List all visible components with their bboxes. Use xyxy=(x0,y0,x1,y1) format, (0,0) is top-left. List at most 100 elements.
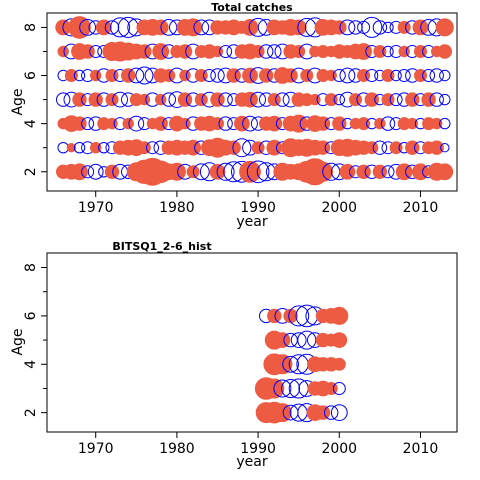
panel-total-catches: Total catches 1970 1980 1990 2000 2010 2468 … xyxy=(10,1,458,230)
bubble-negative xyxy=(332,116,347,131)
bubble-positive xyxy=(104,20,120,35)
bubble-layer xyxy=(254,304,349,424)
bubble-negative xyxy=(211,117,224,131)
x-tick-label: 1990 xyxy=(240,200,276,216)
bubble-positive xyxy=(330,404,348,422)
y-axis: 2 4 6 8 xyxy=(23,23,47,176)
bubble-positive xyxy=(73,69,86,82)
x-tick-label: 1980 xyxy=(159,441,195,457)
bubble-negative xyxy=(64,69,78,82)
bubble-positive xyxy=(429,68,444,83)
bubble-negative xyxy=(397,20,411,34)
bubble-negative xyxy=(324,93,338,107)
bubble-negative xyxy=(104,164,120,180)
bubble-positive xyxy=(281,379,301,398)
x-axis-label: year xyxy=(236,454,267,470)
bubble-negative xyxy=(283,308,298,324)
x-tick-label: 2000 xyxy=(321,200,357,216)
bubble-negative xyxy=(406,117,418,130)
bubble-positive xyxy=(73,142,86,154)
bubble-negative xyxy=(267,308,282,324)
bubble-negative xyxy=(177,44,193,59)
panel-title: Total catches xyxy=(211,1,293,14)
bubble-negative xyxy=(365,141,379,155)
bubble-positive xyxy=(439,93,451,106)
y-tick-label: 2 xyxy=(23,167,39,176)
bubble-positive xyxy=(250,91,267,108)
bubble-negative xyxy=(373,45,387,58)
bubble-negative xyxy=(234,115,250,132)
bubble-negative xyxy=(381,69,395,82)
bubble-positive xyxy=(128,67,145,84)
bubble-negative xyxy=(95,19,112,36)
bubble-negative xyxy=(349,93,362,107)
bubble-positive xyxy=(440,143,450,153)
bubble-positive xyxy=(267,44,282,59)
bubble-positive xyxy=(361,16,383,38)
bubble-negative xyxy=(179,69,191,82)
bubble-negative xyxy=(290,19,307,36)
bubble-negative xyxy=(357,117,371,131)
bubble-positive xyxy=(259,44,274,59)
x-tick-label: 1970 xyxy=(78,441,114,457)
bubble-positive xyxy=(135,66,154,85)
bubble-positive xyxy=(87,163,104,180)
bubble-negative xyxy=(332,357,346,371)
bubble-positive xyxy=(439,69,451,82)
bubble-positive xyxy=(128,115,145,132)
x-tick-label: 2010 xyxy=(403,200,439,216)
bubble-positive xyxy=(216,162,235,181)
plot-frame xyxy=(46,12,458,192)
bubble-negative xyxy=(267,93,281,107)
bubble-negative xyxy=(364,92,379,107)
bubble-positive xyxy=(295,304,319,328)
bubble-negative xyxy=(121,68,136,83)
y-tick-label: 8 xyxy=(23,23,39,32)
bubble-positive xyxy=(242,115,258,132)
bubble-negative xyxy=(315,405,331,420)
bubble-negative xyxy=(138,93,151,106)
y-axis-label: Age xyxy=(10,328,26,355)
bubble-positive xyxy=(339,67,356,84)
bubble-positive xyxy=(192,163,210,181)
bubble-positive xyxy=(339,19,356,36)
y-tick-label: 4 xyxy=(23,119,39,128)
bubble-positive xyxy=(397,69,411,82)
y-tick-label: 6 xyxy=(23,311,39,320)
bubble-negative xyxy=(429,140,444,155)
bubble-negative xyxy=(421,92,436,107)
x-tick-label: 2010 xyxy=(403,441,439,457)
bubble-positive xyxy=(390,69,402,82)
bubble-negative xyxy=(167,162,186,181)
x-tick-label: 1990 xyxy=(240,441,276,457)
bubble-positive xyxy=(273,379,292,398)
bubble-negative xyxy=(194,93,208,107)
x-tick-label: 1980 xyxy=(159,200,195,216)
bubble-positive xyxy=(372,140,388,155)
bubble-negative xyxy=(356,164,371,180)
bubble-negative xyxy=(292,45,306,58)
x-axis-label: year xyxy=(236,214,267,230)
bubble-negative xyxy=(105,93,119,107)
bubble-negative xyxy=(435,18,454,37)
bubble-negative xyxy=(283,68,298,83)
bubble-positive xyxy=(288,305,310,327)
bubble-positive xyxy=(439,117,451,130)
bubble-positive xyxy=(98,142,110,154)
bubble-negative xyxy=(239,160,261,183)
bubble-positive xyxy=(332,69,346,82)
bubble-negative xyxy=(389,141,403,155)
bubble-positive xyxy=(81,117,95,131)
bubble-negative xyxy=(331,332,348,349)
y-axis: 2 4 6 8 xyxy=(23,263,47,417)
bubble-negative xyxy=(57,45,69,58)
bubble-positive xyxy=(112,91,128,108)
bubble-negative xyxy=(185,139,202,156)
bubble-positive xyxy=(382,21,394,34)
x-tick-label: 2000 xyxy=(321,441,357,457)
bubble-negative xyxy=(395,163,413,181)
bubble-positive xyxy=(210,68,225,83)
bubble-positive xyxy=(332,382,346,395)
y-axis-label: Age xyxy=(10,88,26,115)
bubble-negative xyxy=(226,140,241,155)
